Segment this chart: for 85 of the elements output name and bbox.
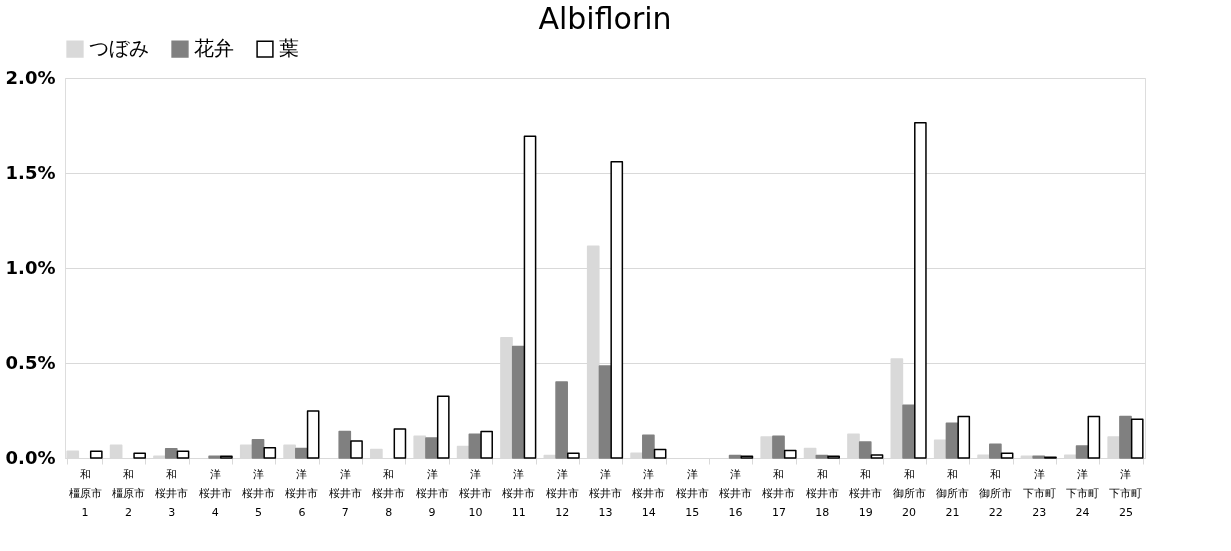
- bar: [436, 395, 450, 459]
- x-tick-label: 洋桜井市12: [545, 467, 579, 519]
- bar: [239, 444, 253, 459]
- x-tick-label: 和御所市21: [935, 467, 969, 519]
- x-tick-label: 洋下市町23: [1022, 467, 1056, 519]
- x-tick-label: 和桜井市17: [762, 467, 796, 519]
- bar: [630, 452, 643, 459]
- bar: [1087, 415, 1101, 459]
- x-tick-label: 洋下市町25: [1109, 467, 1143, 519]
- bar: [653, 448, 667, 459]
- legend-label: 花弁: [194, 36, 234, 61]
- bar: [263, 446, 277, 459]
- x-tick-label: 洋桜井市15: [675, 467, 709, 519]
- x-tick-label: 和橿原市2: [111, 467, 145, 519]
- bar: [109, 444, 123, 459]
- x-tick-label: 洋桜井市9: [415, 467, 449, 519]
- x-tick-label: 洋桜井市4: [198, 467, 232, 519]
- x-tick-label: 洋桜井市7: [328, 467, 362, 519]
- bar: [283, 444, 296, 459]
- bar: [295, 447, 308, 459]
- bar: [555, 381, 568, 459]
- bar: [338, 430, 352, 459]
- bar: [902, 404, 915, 459]
- bar: [425, 437, 438, 459]
- bar: [914, 121, 927, 459]
- x-tick-label: 洋桜井市13: [589, 467, 622, 519]
- bar: [1107, 436, 1121, 459]
- bar: [251, 439, 265, 459]
- bar: [567, 452, 580, 459]
- bar: [480, 430, 493, 459]
- bar: [989, 443, 1002, 459]
- bar: [933, 439, 947, 459]
- x-tick-label: 和桜井市8: [372, 467, 406, 519]
- bar: [164, 447, 178, 459]
- chart-title: Albiflorin: [538, 1, 672, 36]
- bar: [1000, 452, 1014, 459]
- x-tick-label: 洋下市町24: [1066, 467, 1100, 519]
- y-tick-label: 0.5%: [5, 351, 56, 373]
- bar: [728, 454, 742, 459]
- y-tick-label: 1.0%: [5, 256, 56, 278]
- x-tick-label: 和桜井市19: [849, 467, 883, 519]
- bar: [456, 445, 470, 459]
- x-tick-label: 洋桜井市16: [719, 467, 753, 519]
- bar: [511, 345, 525, 459]
- bar: [133, 452, 146, 459]
- x-tick-label: 洋桜井市11: [502, 467, 536, 519]
- x-tick-label: 和橿原市1: [68, 467, 102, 519]
- x-tick-label: 和桜井市3: [155, 467, 189, 519]
- y-tick-label: 2.0%: [5, 66, 56, 88]
- bar: [772, 435, 785, 459]
- x-tick-label: 和桜井市18: [805, 467, 839, 519]
- bar: [783, 449, 797, 459]
- x-tick-label: 和御所市20: [892, 467, 926, 519]
- y-tick-label: 0.0%: [5, 446, 56, 468]
- bar: [760, 436, 774, 459]
- x-tick-label: 和御所市22: [979, 467, 1013, 519]
- bar: [176, 450, 190, 459]
- bar: [523, 135, 537, 459]
- bar: [1119, 415, 1132, 459]
- bar: [870, 454, 884, 459]
- x-tick-label: 洋桜井市5: [242, 467, 276, 519]
- x-tick-label: 洋桜井市6: [285, 467, 319, 519]
- legend-label: 葉: [279, 36, 299, 61]
- bar: [1075, 445, 1089, 459]
- bar: [1130, 418, 1144, 459]
- bar: [370, 448, 383, 459]
- bar: [350, 440, 363, 459]
- bar: [815, 454, 829, 459]
- bar: [543, 454, 557, 459]
- legend-label: つぼみ: [89, 36, 149, 61]
- bar: [89, 450, 103, 459]
- x-tick-label: 洋桜井市10: [458, 467, 492, 519]
- y-tick-label: 1.5%: [5, 161, 56, 183]
- bar: [413, 435, 427, 459]
- bar: [610, 161, 624, 459]
- bar: [858, 441, 872, 459]
- bar: [803, 447, 817, 459]
- bar: [957, 415, 971, 459]
- bar: [847, 433, 860, 459]
- bar: [306, 410, 320, 459]
- bar: [642, 434, 655, 459]
- bar: [977, 454, 990, 459]
- bar: [1064, 454, 1077, 459]
- bar: [393, 428, 407, 459]
- x-tick-label: 洋桜井市14: [632, 467, 666, 519]
